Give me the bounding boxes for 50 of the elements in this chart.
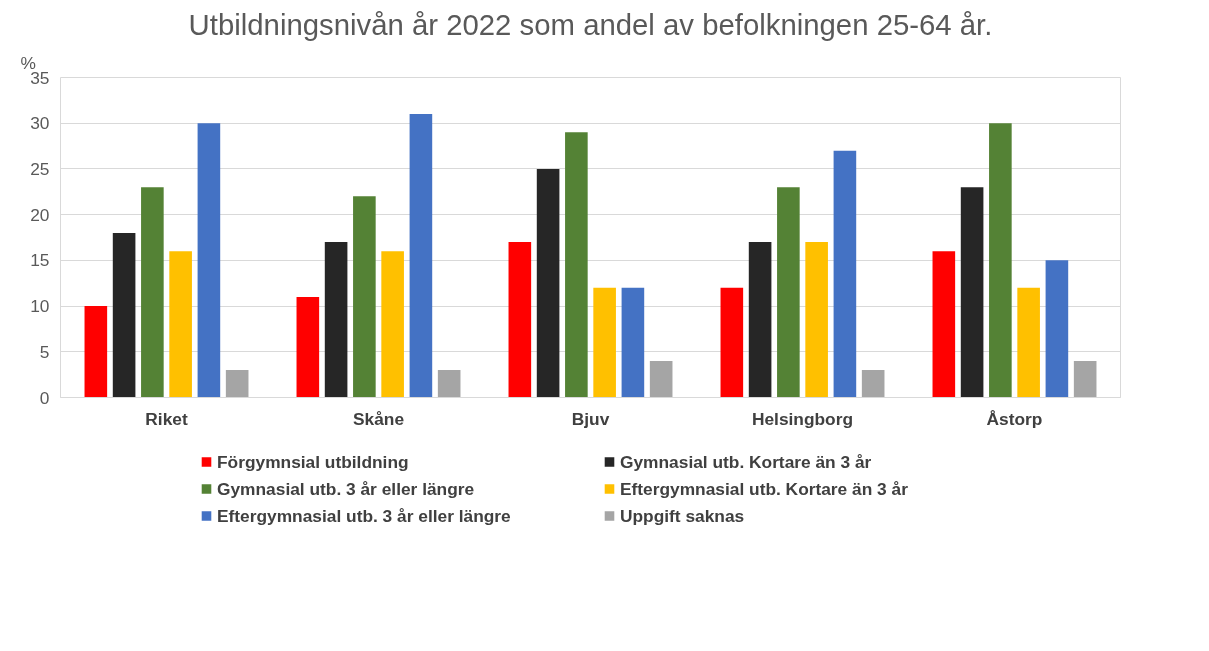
bar <box>84 306 108 398</box>
legend-label: Eftergymnasial utb. Kortare än 3 år <box>620 478 909 499</box>
bar <box>861 370 885 398</box>
y-tick-label: 5 <box>39 341 50 362</box>
bar <box>621 287 645 398</box>
bar <box>353 196 376 398</box>
bar <box>833 150 857 398</box>
bar <box>960 187 984 398</box>
bar <box>720 287 744 398</box>
bar <box>1073 360 1097 398</box>
x-tick-label: Riket <box>145 408 188 429</box>
legend-label: Gymnasial utb. Kortare än 3 år <box>620 451 873 472</box>
x-tick-label: Helsingborg <box>751 408 854 429</box>
y-tick-label: 10 <box>30 296 50 317</box>
bar <box>777 187 800 398</box>
y-tick-label: 0 <box>39 387 50 408</box>
bar <box>593 287 616 398</box>
legend-label: Eftergymnasial utb. 3 år eller längre <box>217 505 512 526</box>
bar <box>296 296 320 398</box>
legend-label: Gymnasial utb. 3 år eller längre <box>217 478 476 499</box>
x-tick-label: Bjuv <box>571 408 610 429</box>
bar <box>324 242 348 398</box>
x-tick-label: Åstorp <box>986 408 1043 429</box>
bar <box>437 370 461 398</box>
chart-title: Utbildningsnivån år 2022 som andel av befolkningen 25-64 år. <box>188 7 993 41</box>
y-tick-label: 30 <box>30 113 50 134</box>
bar <box>197 123 221 398</box>
bar <box>565 132 588 398</box>
bar <box>508 242 532 398</box>
bar <box>748 242 772 398</box>
bar <box>381 251 404 398</box>
bar <box>141 187 164 398</box>
bar <box>989 123 1012 398</box>
y-axis-title: % <box>20 52 36 73</box>
legend-label: Uppgift saknas <box>620 505 746 526</box>
bar <box>805 242 828 398</box>
bar <box>169 251 192 398</box>
y-tick-label: 25 <box>30 158 50 179</box>
y-tick-label: 20 <box>30 204 50 225</box>
x-tick-label: Skåne <box>352 408 405 429</box>
bar <box>649 360 673 398</box>
bar <box>932 251 956 398</box>
bar <box>1045 260 1069 398</box>
bar <box>536 168 560 398</box>
bar <box>225 370 249 398</box>
bar <box>112 232 136 398</box>
bar <box>409 114 433 398</box>
bar <box>1017 287 1040 398</box>
y-tick-label: 15 <box>30 250 50 271</box>
legend-label: Förgymnsial utbildning <box>217 451 410 472</box>
